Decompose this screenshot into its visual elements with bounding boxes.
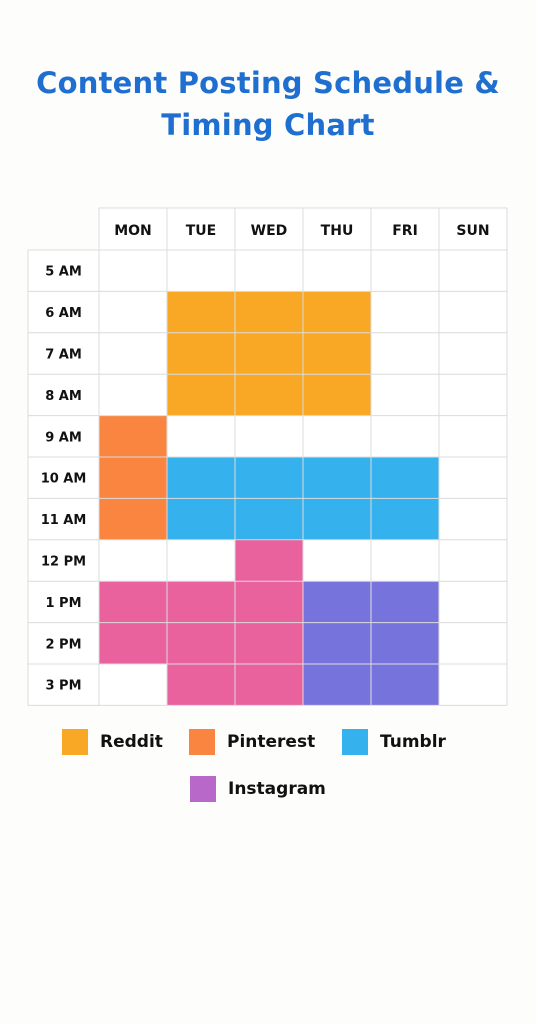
reddit-cell-tue-7am — [167, 332, 235, 375]
fill-1-cell-wed-2pm — [235, 622, 303, 664]
legend-swatch-instagram — [190, 776, 216, 802]
fill-1-cell-tue-2pm — [167, 622, 235, 664]
column-header-thu: THU — [321, 223, 354, 239]
legend-swatch-tumblr — [342, 729, 368, 755]
chart-title-line-2: Timing Chart — [161, 108, 375, 142]
fill-2-cell-thu-2pm — [303, 622, 371, 664]
chart-title: Content Posting Schedule & Timing Chart — [0, 62, 536, 146]
column-header-fri: FRI — [392, 223, 418, 239]
tumblr-cell-wed-11am — [235, 498, 303, 540]
legend-label-tumblr: Tumblr — [380, 732, 446, 752]
tumblr-cell-fri-11am — [371, 498, 439, 540]
row-label-1pm: 1 PM — [45, 596, 81, 611]
column-header-wed: WED — [251, 223, 288, 239]
reddit-cell-tue-6am — [167, 291, 235, 333]
legend-label-pinterest: Pinterest — [227, 732, 316, 752]
fill-1-cell-wed-1pm — [235, 581, 303, 623]
row-label-12pm: 12 PM — [41, 555, 86, 570]
row-label-3pm: 3 PM — [45, 679, 81, 694]
reddit-cell-wed-6am — [235, 291, 303, 333]
fill-2-cell-fri-1pm — [371, 581, 439, 623]
pinterest-cell-mon-9am — [99, 415, 167, 457]
row-label-7am: 7 AM — [45, 348, 82, 363]
tumblr-cell-tue-10am — [167, 457, 235, 499]
legend-item-pinterest: Pinterest — [189, 729, 315, 755]
tumblr-cell-tue-11am — [167, 498, 235, 540]
fill-1-cell-wed-12pm — [235, 539, 303, 582]
fill-1-cell-mon-1pm — [99, 581, 167, 623]
reddit-cell-tue-8am — [167, 374, 235, 416]
legend-label-reddit: Reddit — [100, 732, 163, 752]
legend-label-instagram: Instagram — [228, 779, 326, 799]
row-label-6am: 6 AM — [45, 306, 82, 321]
row-label-11am: 11 AM — [41, 513, 87, 528]
legend-item-tumblr: Tumblr — [342, 729, 446, 755]
reddit-cell-thu-6am — [303, 291, 371, 333]
reddit-cell-wed-7am — [235, 332, 303, 375]
fill-1-cell-tue-3pm — [167, 664, 235, 706]
row-label-8am: 8 AM — [45, 389, 82, 404]
fill-1-cell-tue-1pm — [167, 581, 235, 623]
row-label-9am: 9 AM — [45, 430, 82, 445]
fill-2-cell-fri-2pm — [371, 622, 439, 664]
legend-swatch-pinterest — [189, 729, 215, 755]
column-header-tue: TUE — [186, 223, 216, 239]
reddit-cell-thu-8am — [303, 374, 371, 416]
legend-item-reddit: Reddit — [62, 729, 163, 755]
fill-2-cell-thu-3pm — [303, 664, 371, 706]
column-header-sun: SUN — [456, 223, 489, 239]
tumblr-cell-thu-10am — [303, 457, 371, 499]
legend-item-instagram: Instagram — [190, 776, 326, 802]
row-label-2pm: 2 PM — [45, 637, 81, 652]
chart-title-line-1: Content Posting Schedule & — [36, 66, 500, 100]
reddit-cell-thu-7am — [303, 332, 371, 375]
tumblr-cell-fri-10am — [371, 457, 439, 499]
pinterest-cell-mon-11am — [99, 498, 167, 540]
tumblr-cell-thu-11am — [303, 498, 371, 540]
row-label-column — [28, 250, 99, 706]
row-label-10am: 10 AM — [41, 472, 87, 487]
legend-swatch-reddit — [62, 729, 88, 755]
fill-1-cell-mon-2pm — [99, 622, 167, 664]
pinterest-cell-mon-10am — [99, 457, 167, 499]
fill-2-cell-thu-1pm — [303, 581, 371, 623]
reddit-cell-wed-8am — [235, 374, 303, 416]
column-header-mon: MON — [114, 223, 152, 239]
fill-2-cell-fri-3pm — [371, 664, 439, 706]
tumblr-cell-wed-10am — [235, 457, 303, 499]
row-label-5am: 5 AM — [45, 265, 82, 280]
fill-1-cell-wed-3pm — [235, 664, 303, 706]
